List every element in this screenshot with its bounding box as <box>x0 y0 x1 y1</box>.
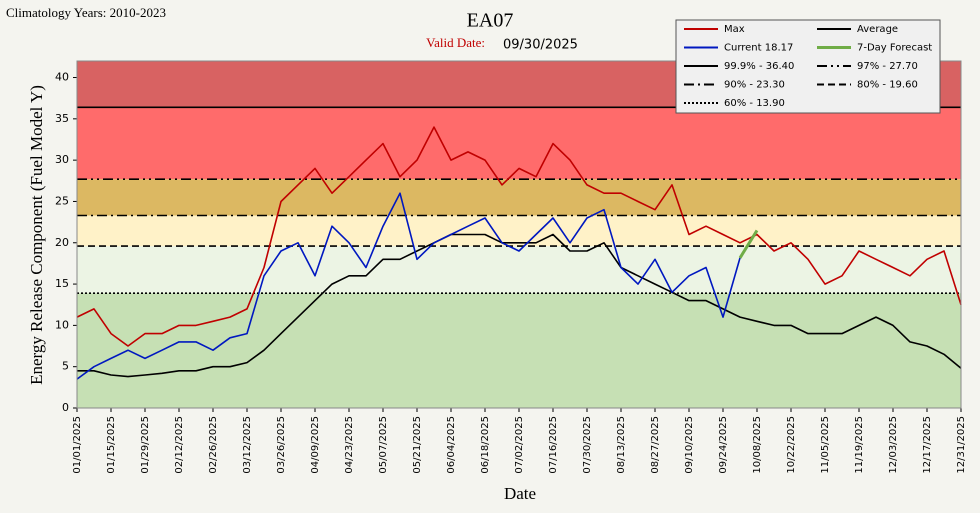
x-tick-label: 01/29/2025 <box>140 416 151 474</box>
x-tick-label: 01/15/2025 <box>106 416 117 474</box>
legend-label: 97% - 27.70 <box>857 61 918 72</box>
y-tick-label: 20 <box>55 236 69 249</box>
x-tick-label: 07/02/2025 <box>514 416 525 474</box>
y-tick-label: 40 <box>55 71 69 84</box>
y-axis-label: Energy Release Component (Fuel Model Y) <box>27 85 46 385</box>
y-tick-label: 10 <box>55 318 69 331</box>
legend-label: Max <box>724 24 745 35</box>
series-line <box>77 233 962 378</box>
legend-label: 80% - 19.60 <box>857 80 918 91</box>
x-tick-label: 11/05/2025 <box>820 416 831 474</box>
legend-label: 7-Day Forecast <box>857 43 932 54</box>
legend-box <box>675 19 941 114</box>
x-tick-label: 04/09/2025 <box>310 416 321 474</box>
plot-frame <box>76 60 962 409</box>
band <box>77 179 961 216</box>
x-tick-label: 07/16/2025 <box>548 416 559 474</box>
series-line <box>76 192 741 380</box>
x-tick-label: 09/10/2025 <box>684 416 695 474</box>
x-tick-label: 08/27/2025 <box>650 416 661 474</box>
band <box>77 215 961 247</box>
x-tick-label: 06/18/2025 <box>480 416 491 474</box>
band <box>77 246 961 294</box>
x-tick-label: 04/23/2025 <box>344 416 355 474</box>
legend-label: 60% - 13.90 <box>724 98 785 109</box>
y-tick-label: 30 <box>55 153 69 166</box>
y-tick-label: 5 <box>62 360 69 373</box>
x-tick-label: 12/31/2025 <box>956 416 967 474</box>
x-axis-label: Date <box>504 484 536 503</box>
y-tick-label: 0 <box>62 401 69 414</box>
x-tick-label: 10/08/2025 <box>752 416 763 474</box>
legend-label: Current 18.17 <box>724 43 793 54</box>
x-tick-label: 03/26/2025 <box>276 416 287 474</box>
plot-area: 0 5 10 15 20 25 30 35 40 01/01/2025 01/15/2025 01/2… <box>55 60 967 474</box>
x-tick-label: 05/07/2025 <box>378 416 389 474</box>
x-tick-label: 10/22/2025 <box>786 416 797 474</box>
legend-label: 90% - 23.30 <box>724 80 785 91</box>
legend: Max Average Current 18.17 7-Day Forecast 99.… <box>675 19 941 114</box>
valid-date-label: Valid Date: <box>426 35 485 50</box>
band <box>77 293 961 408</box>
legend-label: 99.9% - 36.40 <box>724 61 794 72</box>
y-tick-label: 25 <box>55 194 69 207</box>
chart-title: EA07 <box>467 10 514 32</box>
legend-label: Average <box>857 24 898 35</box>
x-tick-label: 09/24/2025 <box>718 416 729 474</box>
x-tick-label: 12/17/2025 <box>922 416 933 474</box>
x-tick-label: 12/03/2025 <box>888 416 899 474</box>
x-tick-label: 08/13/2025 <box>616 416 627 474</box>
valid-date: 09/30/2025 <box>503 38 578 53</box>
y-tick-label: 35 <box>55 112 69 125</box>
x-tick-label: 03/12/2025 <box>242 416 253 474</box>
band <box>77 107 961 180</box>
series-line <box>738 229 759 259</box>
y-tick-label: 15 <box>55 277 69 290</box>
x-tick-label: 06/04/2025 <box>446 416 457 474</box>
x-tick-label: 05/21/2025 <box>412 416 423 474</box>
x-tick-label: 02/12/2025 <box>174 416 185 474</box>
x-tick-label: 11/19/2025 <box>854 416 865 474</box>
x-tick-label: 07/30/2025 <box>582 416 593 474</box>
x-tick-label: 02/26/2025 <box>208 416 219 474</box>
corner-note: Climatology Years: 2010-2023 <box>6 5 166 20</box>
x-tick-label: 01/01/2025 <box>72 416 83 474</box>
series-line <box>76 126 962 347</box>
